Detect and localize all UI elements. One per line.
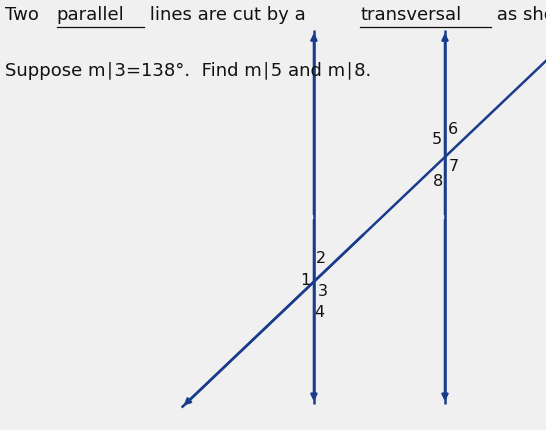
- Text: transversal: transversal: [360, 6, 461, 25]
- Text: parallel: parallel: [57, 6, 124, 25]
- Text: 2: 2: [316, 251, 327, 266]
- Text: 1: 1: [300, 273, 311, 288]
- Text: Two: Two: [5, 6, 45, 25]
- Text: 3: 3: [317, 284, 328, 299]
- Text: as shown below.: as shown below.: [491, 6, 546, 25]
- Text: Suppose m∣3=138°.  Find m∣5 and m∣8.: Suppose m∣3=138°. Find m∣5 and m∣8.: [5, 62, 372, 80]
- Text: 5: 5: [431, 132, 442, 147]
- Text: 8: 8: [432, 174, 443, 189]
- Text: lines are cut by a: lines are cut by a: [144, 6, 312, 25]
- Text: 7: 7: [448, 159, 459, 174]
- Text: 6: 6: [448, 122, 458, 137]
- Text: 4: 4: [314, 305, 324, 320]
